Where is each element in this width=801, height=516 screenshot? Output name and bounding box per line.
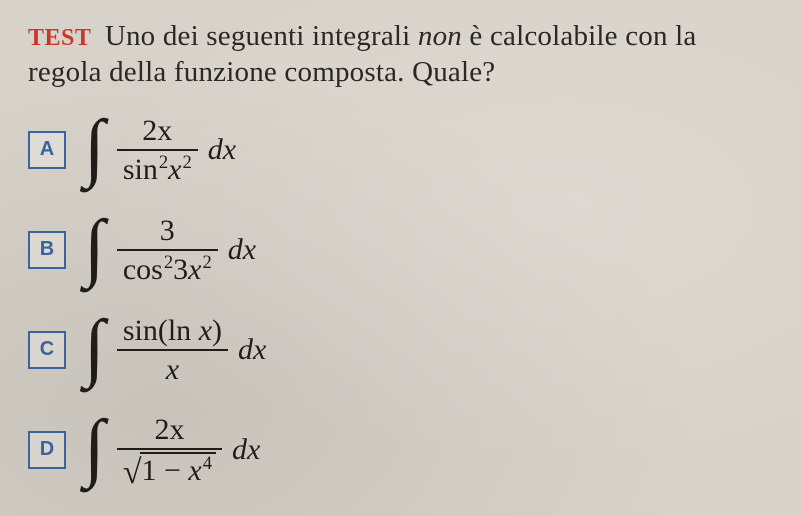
fraction-bar bbox=[117, 249, 218, 251]
option-d-box[interactable]: D bbox=[28, 431, 66, 469]
fraction: sin(ln x) x bbox=[117, 314, 228, 386]
option-b-math: ∫ 3 cos23x2 dx bbox=[84, 214, 256, 286]
option-a: A ∫ 2x sin2x2 dx bbox=[28, 105, 773, 195]
option-c-box[interactable]: C bbox=[28, 331, 66, 369]
denominator: √ 1 − x4 bbox=[117, 452, 222, 487]
radical-icon: √ bbox=[123, 456, 142, 491]
option-d-math: ∫ 2x √ 1 − x4 dx bbox=[84, 413, 260, 487]
fraction-bar bbox=[117, 149, 198, 151]
option-b: B ∫ 3 cos23x2 dx bbox=[28, 205, 773, 295]
denominator: sin2x2 bbox=[117, 153, 198, 186]
integral-sign-icon: ∫ bbox=[84, 325, 105, 371]
fraction-bar bbox=[117, 448, 222, 450]
numerator: sin(ln x) bbox=[117, 314, 228, 347]
fraction-bar bbox=[117, 349, 228, 351]
sqrt: √ 1 − x4 bbox=[123, 452, 216, 487]
question-heading: TEST Uno dei seguenti integrali non è ca… bbox=[28, 18, 773, 91]
heading-em: non bbox=[418, 20, 462, 52]
dx: dx bbox=[228, 233, 256, 267]
fraction: 3 cos23x2 bbox=[117, 214, 218, 286]
option-d: D ∫ 2x √ 1 − x4 dx bbox=[28, 405, 773, 495]
fraction: 2x √ 1 − x4 bbox=[117, 413, 222, 487]
test-label: TEST bbox=[28, 25, 91, 51]
numerator: 2x bbox=[136, 114, 178, 147]
numerator: 2x bbox=[148, 413, 190, 446]
dx: dx bbox=[232, 433, 260, 467]
dx: dx bbox=[238, 333, 266, 367]
option-a-box[interactable]: A bbox=[28, 131, 66, 169]
fraction: 2x sin2x2 bbox=[117, 114, 198, 186]
option-a-math: ∫ 2x sin2x2 dx bbox=[84, 114, 236, 186]
integral-sign-icon: ∫ bbox=[84, 425, 105, 471]
option-c: C ∫ sin(ln x) x dx bbox=[28, 305, 773, 395]
integral-sign-icon: ∫ bbox=[84, 125, 105, 171]
integral-sign-icon: ∫ bbox=[84, 225, 105, 271]
radicand: 1 − x4 bbox=[140, 452, 217, 487]
dx: dx bbox=[208, 133, 236, 167]
heading-text-1: Uno dei seguenti integrali bbox=[105, 20, 418, 52]
option-c-math: ∫ sin(ln x) x dx bbox=[84, 314, 266, 386]
option-b-box[interactable]: B bbox=[28, 231, 66, 269]
denominator: x bbox=[160, 353, 185, 386]
numerator: 3 bbox=[154, 214, 181, 247]
denominator: cos23x2 bbox=[117, 253, 218, 286]
